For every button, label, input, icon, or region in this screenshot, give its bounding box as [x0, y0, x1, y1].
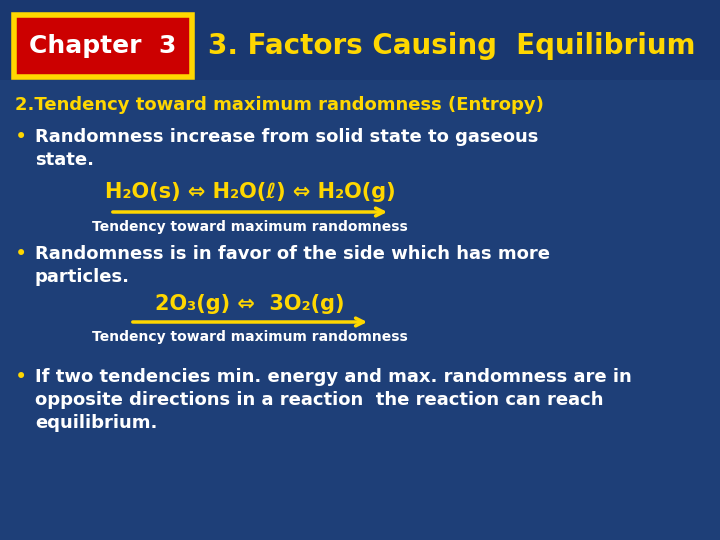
Text: 2O₃(g) ⇔  3O₂(g): 2O₃(g) ⇔ 3O₂(g) [156, 294, 345, 314]
Text: H₂O(s) ⇔ H₂O(ℓ) ⇔ H₂O(g): H₂O(s) ⇔ H₂O(ℓ) ⇔ H₂O(g) [104, 182, 395, 202]
Text: 3. Factors Causing  Equilibrium: 3. Factors Causing Equilibrium [208, 32, 696, 60]
Text: 2.Tendency toward maximum randomness (Entropy): 2.Tendency toward maximum randomness (En… [15, 96, 544, 114]
Text: Randomness is in favor of the side which has more: Randomness is in favor of the side which… [35, 245, 550, 263]
Text: opposite directions in a reaction  the reaction can reach: opposite directions in a reaction the re… [35, 391, 603, 409]
Text: equilibrium.: equilibrium. [35, 414, 158, 432]
Text: Tendency toward maximum randomness: Tendency toward maximum randomness [92, 220, 408, 234]
Bar [0, 0, 720, 80]
Text: Randomness increase from solid state to gaseous: Randomness increase from solid state to … [35, 128, 539, 146]
Text: particles.: particles. [35, 268, 130, 286]
Text: Chapter  3: Chapter 3 [30, 34, 176, 58]
Text: state.: state. [35, 151, 94, 169]
Text: •: • [15, 244, 27, 264]
FancyBboxPatch shape [14, 15, 192, 77]
Text: •: • [15, 367, 27, 387]
Text: •: • [15, 127, 27, 147]
Text: Tendency toward maximum randomness: Tendency toward maximum randomness [92, 330, 408, 344]
Text: If two tendencies min. energy and max. randomness are in: If two tendencies min. energy and max. r… [35, 368, 631, 386]
